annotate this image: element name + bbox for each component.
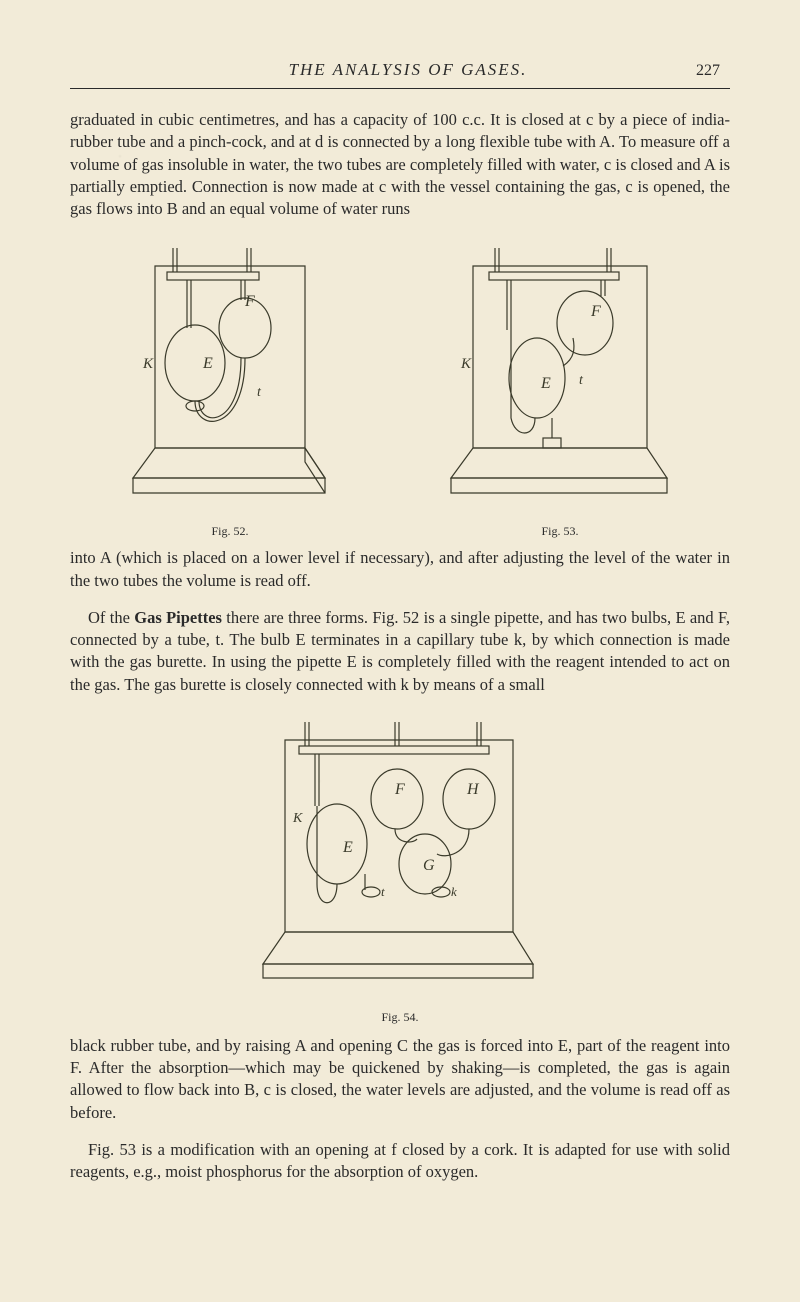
paragraph-4: Fig. 53 is a modification with an openin… <box>70 1139 730 1184</box>
paragraph-2b: Of the Gas Pipettes there are three form… <box>70 607 730 696</box>
paragraph-3: black rubber tube, and by raising A and … <box>70 1035 730 1124</box>
figure-53-svg: F E t K <box>445 238 675 518</box>
figure-53-caption: Fig. 53. <box>541 524 578 539</box>
figure-54: F E G H t k K Fig. 54. <box>70 714 730 1025</box>
figure-52: F E t K Fig. 52. <box>125 238 335 539</box>
paragraph-2a: into A (which is placed on a lower level… <box>70 547 730 592</box>
para2b-bold: Gas Pipettes <box>134 608 222 627</box>
svg-text:K: K <box>292 811 303 826</box>
para2b-prefix: Of the <box>88 608 134 627</box>
figures-row-top: F E t K Fig. 52. <box>70 238 730 539</box>
svg-text:E: E <box>342 839 353 856</box>
page-title: THE ANALYSIS OF GASES. <box>120 60 696 80</box>
svg-text:H: H <box>466 781 480 798</box>
figure-52-svg: F E t K <box>125 238 335 518</box>
svg-text:G: G <box>423 857 435 874</box>
svg-text:F: F <box>590 303 601 320</box>
figure-52-caption: Fig. 52. <box>211 524 248 539</box>
svg-text:k: k <box>451 884 457 899</box>
paragraph-1: graduated in cubic centimetres, and has … <box>70 109 730 220</box>
svg-text:K: K <box>142 356 154 372</box>
svg-text:E: E <box>202 355 213 372</box>
svg-text:K: K <box>460 356 472 372</box>
figure-54-svg: F E G H t k K <box>255 714 545 1004</box>
figure-54-caption: Fig. 54. <box>381 1010 418 1025</box>
header-row: THE ANALYSIS OF GASES. 227 <box>70 60 730 80</box>
header-rule <box>70 88 730 89</box>
svg-text:F: F <box>394 781 405 798</box>
figure-53: F E t K Fig. 53. <box>445 238 675 539</box>
page-number: 227 <box>696 62 720 80</box>
svg-text:F: F <box>244 293 255 310</box>
svg-text:t: t <box>381 884 385 899</box>
svg-text:t: t <box>579 373 584 388</box>
svg-text:E: E <box>540 375 551 392</box>
svg-text:t: t <box>257 385 262 400</box>
